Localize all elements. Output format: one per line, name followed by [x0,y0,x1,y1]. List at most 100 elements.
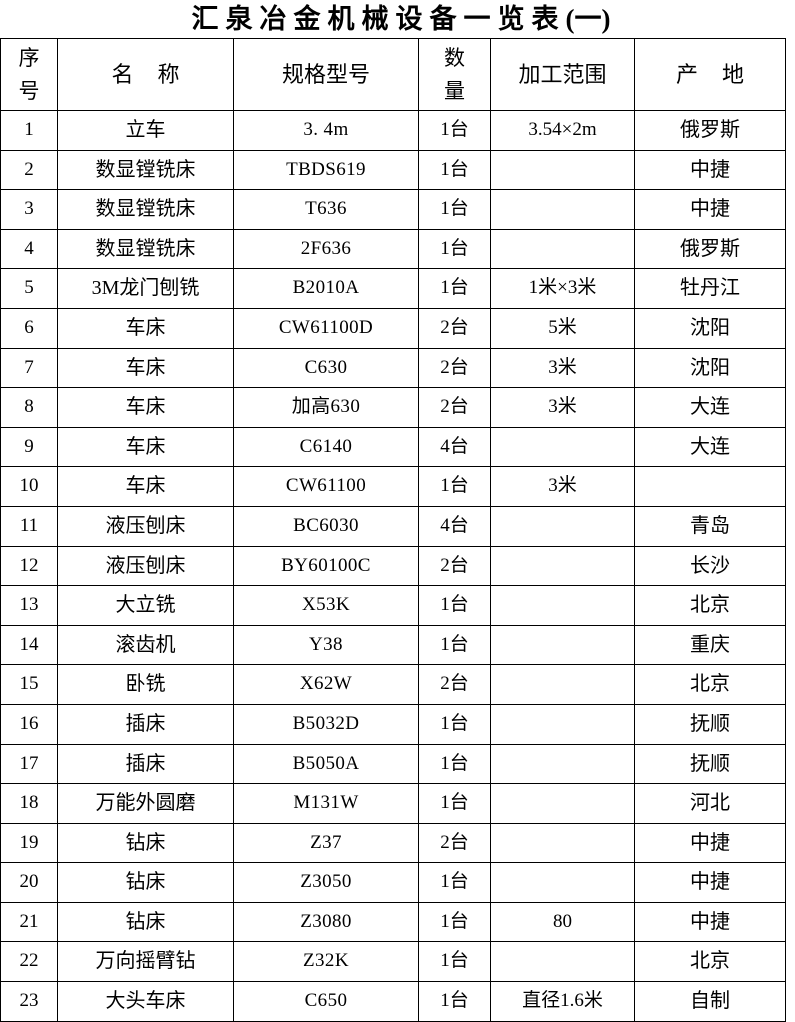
table-row: 5 3M龙门刨铣 B2010A 1台 1米×3米 牡丹江 [0,268,786,309]
column-header-no: 序号 [0,38,58,111]
cell-no: 18 [0,783,58,824]
table-row: 21 钻床 Z3080 1台 80 中捷 [0,901,786,943]
cell-model: CW61100 [233,466,419,507]
cell-origin: 大连 [634,387,786,428]
cell-origin: 俄罗斯 [634,110,786,151]
cell-name: 钻床 [57,862,234,903]
cell-no: 16 [0,703,58,745]
cell-range [490,545,635,587]
cell-range [490,664,635,705]
column-header-name-part1: 名 [111,62,134,87]
cell-quantity: 1台 [418,624,491,666]
cell-name: 数显镗铣床 [57,189,234,230]
cell-origin: 牡丹江 [634,268,786,309]
cell-origin: 青岛 [634,505,786,547]
cell-no: 8 [0,387,58,428]
table-row: 10 车床 CW61100 1台 3米 [0,466,786,507]
cell-no: 21 [0,901,58,943]
cell-quantity: 1台 [418,149,491,191]
cell-origin: 中捷 [634,189,786,230]
cell-model: Y38 [233,624,419,666]
cell-quantity: 4台 [418,505,491,547]
cell-range: 1米×3米 [490,268,635,309]
column-header-range: 加工范围 [490,38,635,111]
cell-name: 车床 [57,307,234,349]
cell-name: 液压刨床 [57,505,234,547]
cell-name: 卧铣 [57,664,234,705]
equipment-table: 序号 名称 规格型号 数量 加工范围 产地 1 立车 3. 4m 1台 3.54×2m 俄… [0,38,786,1022]
cell-range: 80 [490,901,635,943]
cell-quantity: 1台 [418,783,491,824]
table-row: 18 万能外圆磨 M131W 1台 河北 [0,783,786,824]
cell-range [490,703,635,745]
cell-quantity: 1台 [418,862,491,903]
cell-name: 万能外圆磨 [57,783,234,824]
cell-quantity: 2台 [418,545,491,587]
cell-range [490,783,635,824]
cell-origin: 中捷 [634,822,786,864]
cell-model: CW61100D [233,307,419,349]
cell-range: 3.54×2m [490,110,635,151]
cell-range [490,585,635,626]
cell-model: 2F636 [233,228,419,270]
cell-range: 直径1.6米 [490,981,635,1022]
column-header-origin: 产地 [634,38,786,111]
cell-name: 钻床 [57,901,234,943]
cell-quantity: 1台 [418,189,491,230]
table-row: 14 滚齿机 Y38 1台 重庆 [0,624,786,666]
cell-name: 车床 [57,426,234,468]
cell-model: BY60100C [233,545,419,587]
cell-model: M131W [233,783,419,824]
cell-name: 插床 [57,703,234,745]
cell-name: 插床 [57,743,234,785]
cell-range [490,505,635,547]
cell-origin: 北京 [634,585,786,626]
cell-no: 13 [0,585,58,626]
cell-range [490,228,635,270]
cell-quantity: 1台 [418,703,491,745]
cell-no: 14 [0,624,58,666]
cell-model: BC6030 [233,505,419,547]
cell-name: 3M龙门刨铣 [57,268,234,309]
cell-no: 12 [0,545,58,587]
column-header-model: 规格型号 [233,38,419,111]
cell-quantity: 1台 [418,941,491,983]
cell-no: 9 [0,426,58,468]
cell-origin: 河北 [634,783,786,824]
page-title: 汇泉冶金机械设备一览表(一) [0,0,795,38]
table-row: 4 数显镗铣床 2F636 1台 俄罗斯 [0,228,786,270]
column-header-quantity-line2: 量 [444,78,465,103]
cell-origin: 抚顺 [634,743,786,785]
cell-range [490,189,635,230]
column-header-name-part2: 称 [157,62,180,87]
cell-no: 2 [0,149,58,191]
table-row: 2 数显镗铣床 TBDS619 1台 中捷 [0,149,786,191]
cell-origin: 大连 [634,426,786,468]
cell-no: 4 [0,228,58,270]
cell-quantity: 2台 [418,387,491,428]
cell-range [490,941,635,983]
cell-name: 车床 [57,466,234,507]
cell-range: 5米 [490,307,635,349]
cell-range [490,862,635,903]
cell-model: C630 [233,347,419,389]
cell-quantity: 1台 [418,268,491,309]
cell-origin: 中捷 [634,901,786,943]
cell-quantity: 2台 [418,307,491,349]
cell-name: 车床 [57,347,234,389]
cell-model: Z3080 [233,901,419,943]
cell-range [490,624,635,666]
table-row: 8 车床 加高630 2台 3米 大连 [0,387,786,428]
cell-no: 5 [0,268,58,309]
table-header: 序号 名称 规格型号 数量 加工范围 产地 [0,38,786,111]
cell-no: 15 [0,664,58,705]
cell-model: T636 [233,189,419,230]
cell-name: 大头车床 [57,981,234,1022]
table-row: 17 插床 B5050A 1台 抚顺 [0,743,786,785]
table-body: 1 立车 3. 4m 1台 3.54×2m 俄罗斯 2 数显镗铣床 TBDS619 1台 中捷 3 数显… [0,110,786,1022]
cell-origin: 北京 [634,664,786,705]
cell-model: B5032D [233,703,419,745]
page-title-suffix: (一) [565,4,611,34]
table-row: 7 车床 C630 2台 3米 沈阳 [0,347,786,389]
